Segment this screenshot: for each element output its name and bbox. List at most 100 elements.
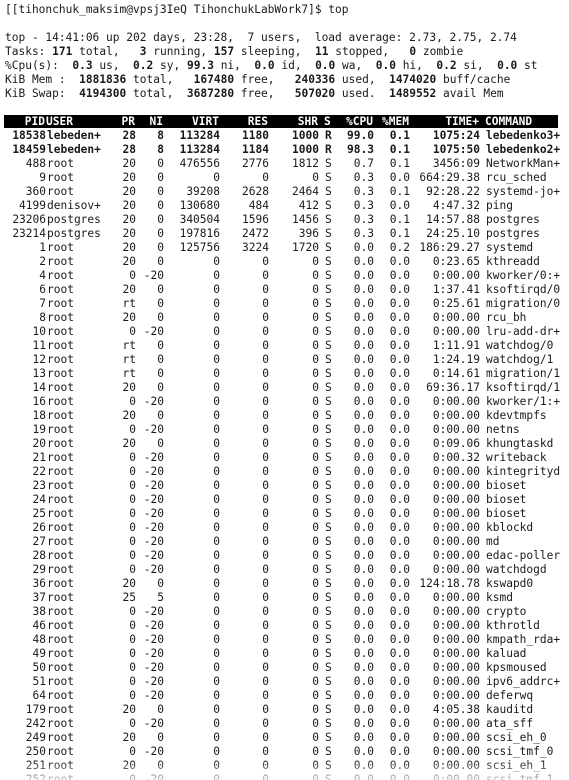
- cell-virt: 0: [213, 409, 220, 422]
- table-row: 29 root 0 -20 0 0 0 S 0.0 0.0 0:00.00 watchdogd: [5, 563, 561, 577]
- cell-res: 0: [262, 661, 269, 674]
- cell-s: S: [325, 311, 332, 324]
- cell-virt: 0: [213, 353, 220, 366]
- cell-cpu: 0.0: [353, 605, 374, 618]
- cell-cpu: 99.0: [347, 129, 374, 142]
- cell-res: 0: [262, 731, 269, 744]
- cell-pr: 0: [129, 479, 136, 492]
- cell-user: root: [47, 409, 74, 422]
- cell-cmd: kaluad: [486, 647, 527, 660]
- mem-total: 1881836: [79, 73, 127, 86]
- cell-user: root: [47, 171, 74, 184]
- cell-pr: 0: [129, 745, 136, 758]
- cell-pr: 20: [122, 311, 136, 324]
- cell-virt: 0: [213, 311, 220, 324]
- cell-user: root: [47, 507, 74, 520]
- cell-ni: -20: [143, 493, 164, 506]
- tasks-line: Tasks: 171 total, 3 running, 157 sleepin…: [5, 45, 463, 59]
- cell-cmd: kmpath_rda+: [486, 633, 561, 646]
- cpu-hi: 0.0: [375, 59, 396, 72]
- cell-res: 0: [262, 269, 269, 282]
- cell-shr: 0: [312, 549, 319, 562]
- cell-res: 0: [262, 339, 269, 352]
- cell-time: 0:00.00: [432, 717, 480, 730]
- cell-cpu: 0.0: [353, 269, 374, 282]
- cell-ni: 0: [157, 353, 164, 366]
- table-row: 18459 lebeden+ 28 8 113284 1184 1000 R 98.3 0.1 10…: [5, 143, 561, 157]
- cell-pr: 0: [129, 717, 136, 730]
- mem-free-label: free,: [240, 73, 275, 86]
- cell-user: root: [47, 661, 74, 674]
- cell-cmd: rcu_bh: [486, 311, 527, 324]
- cell-mem: 0.0: [389, 605, 410, 618]
- cell-virt: 113284: [179, 129, 220, 142]
- cell-user: postgres: [47, 227, 101, 240]
- cell-mem: 0.0: [389, 647, 410, 660]
- cell-virt: 0: [213, 381, 220, 394]
- cell-ni: -20: [143, 549, 164, 562]
- cell-ni: -20: [143, 605, 164, 618]
- cpu-line: %Cpu(s): 0.3 us, 0.2 sy, 99.3 ni, 0.0 id…: [5, 59, 538, 73]
- cell-mem: 0.0: [389, 283, 410, 296]
- cell-pr: 0: [129, 493, 136, 506]
- cell-res: 0: [262, 591, 269, 604]
- cell-pid: 24: [32, 493, 46, 506]
- cell-shr: 0: [312, 605, 319, 618]
- cell-s: S: [325, 479, 332, 492]
- table-row: 250 root 0 -20 0 0 0 S 0.0 0.0 0:00.00 scsi_tmf_0: [5, 745, 561, 759]
- cell-virt: 0: [213, 395, 220, 408]
- cell-mem: 0.0: [389, 577, 410, 590]
- cell-res: 0: [262, 507, 269, 520]
- cell-shr: 0: [312, 675, 319, 688]
- cell-s: S: [325, 171, 332, 184]
- cell-pid: 20: [32, 437, 46, 450]
- cell-res: 0: [262, 689, 269, 702]
- cell-shr: 396: [298, 227, 319, 240]
- cell-res: 0: [262, 381, 269, 394]
- cell-user: root: [47, 605, 74, 618]
- cell-cpu: 0.0: [353, 507, 374, 520]
- cell-cmd: crypto: [486, 605, 527, 618]
- cell-time: 14:57.88: [426, 213, 480, 226]
- cell-user: root: [47, 395, 74, 408]
- cell-res: 0: [262, 549, 269, 562]
- table-row: 48 root 0 -20 0 0 0 S 0.0 0.0 0:00.00 kmpath_rda+: [5, 633, 561, 647]
- cell-res: 0: [262, 745, 269, 758]
- tasks-running: 3: [139, 45, 147, 58]
- table-row: 8 root 20 0 0 0 0 S 0.0 0.0 0:00.00 rcu_bh: [5, 311, 561, 325]
- cell-pid: 9: [39, 171, 46, 184]
- tasks-stopped-label: stopped,: [335, 45, 390, 58]
- cell-mem: 0.0: [389, 507, 410, 520]
- cell-ni: -20: [143, 689, 164, 702]
- cell-pid: 36: [32, 577, 46, 590]
- cell-pr: 0: [129, 535, 136, 548]
- table-row: 242 root 0 -20 0 0 0 S 0.0 0.0 0:00.00 ata_sff: [5, 717, 561, 731]
- cell-cmd: watchdog/0: [486, 339, 554, 352]
- cell-virt: 0: [213, 745, 220, 758]
- table-row: 23214 postgres 20 0 197816 2472 396 S 0.3 0.1 24:2…: [5, 227, 561, 241]
- cell-time: 1075:50: [432, 143, 480, 156]
- cell-res: 0: [262, 535, 269, 548]
- cell-shr: 0: [312, 451, 319, 464]
- cell-cmd: deferwq: [486, 689, 534, 702]
- cell-pid: 4199: [19, 199, 46, 212]
- cell-res: 0: [262, 521, 269, 534]
- cell-cmd: migration/1: [486, 367, 561, 380]
- cell-time: 186:29.27: [419, 241, 480, 254]
- cell-pid: 13: [32, 367, 46, 380]
- cell-res: 1184: [242, 143, 269, 156]
- cell-user: root: [47, 255, 74, 268]
- cell-pid: 23: [32, 479, 46, 492]
- table-row: 24 root 0 -20 0 0 0 S 0.0 0.0 0:00.00 bioset: [5, 493, 561, 507]
- cell-cmd: kpsmoused: [486, 661, 547, 674]
- cell-s: S: [325, 731, 332, 744]
- column-header-time: TIME+: [445, 115, 479, 128]
- cell-res: 0: [262, 395, 269, 408]
- cell-s: R: [325, 143, 332, 156]
- cell-shr: 412: [298, 199, 319, 212]
- cell-ni: 0: [157, 367, 164, 380]
- cell-ni: 0: [157, 227, 164, 240]
- cpu-us-label: us,: [99, 59, 120, 72]
- cell-res: 1596: [242, 213, 269, 226]
